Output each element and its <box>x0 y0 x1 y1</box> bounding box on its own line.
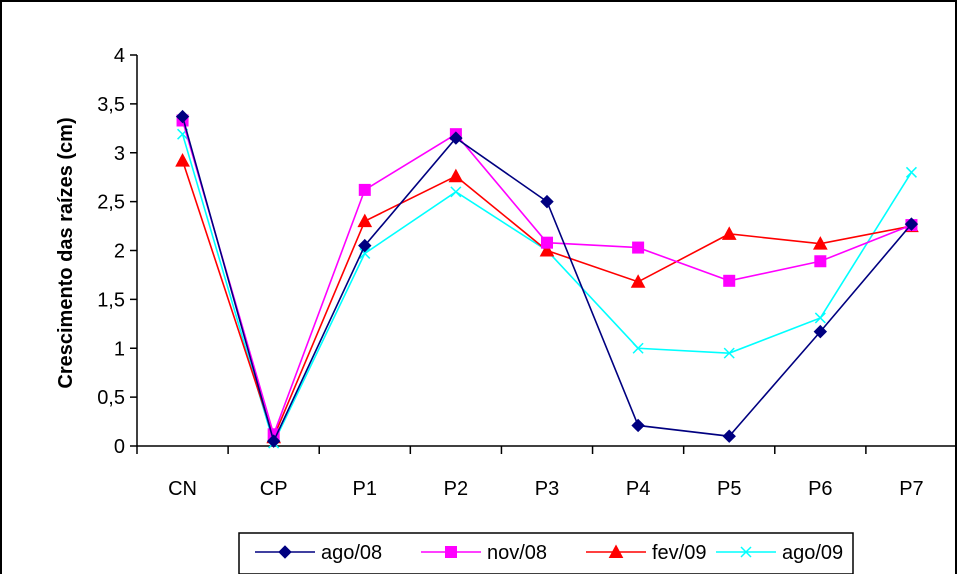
y-tick-label: 4 <box>114 45 125 67</box>
x-tick-label: P3 <box>535 478 559 500</box>
data-point <box>723 347 735 359</box>
x-tick-label: P2 <box>444 478 468 500</box>
legend-marker <box>445 546 457 558</box>
data-point <box>723 274 736 287</box>
series-nov-08 <box>176 114 918 441</box>
legend-marker <box>740 546 752 558</box>
x-tick-label: P5 <box>717 478 741 500</box>
legend-label: ago/09 <box>782 542 843 564</box>
legend-label: ago/08 <box>321 542 382 564</box>
y-axis-label: Crescimento das raízes (cm) <box>55 117 77 388</box>
y-tick-label: 0,5 <box>97 387 125 409</box>
y-tick-label: 0 <box>114 436 125 458</box>
data-point <box>631 418 645 433</box>
x-tick-label: P7 <box>899 478 923 500</box>
series-ago-08 <box>175 109 919 448</box>
y-tick-label: 3,5 <box>97 94 125 116</box>
x-tick-label: P6 <box>808 478 832 500</box>
x-tick-label: CP <box>260 478 288 500</box>
series-line <box>181 120 912 437</box>
series-fev-09 <box>175 153 919 444</box>
data-point <box>632 241 645 254</box>
y-tick-label: 3 <box>114 143 125 165</box>
data-point <box>721 226 737 240</box>
data-point <box>814 312 826 324</box>
y-tick-label: 1 <box>114 338 125 360</box>
legend-box <box>238 532 854 575</box>
legend-label: fev/09 <box>652 542 706 564</box>
data-point <box>812 236 828 250</box>
data-point <box>540 194 554 209</box>
data-point <box>541 236 553 249</box>
data-point <box>539 242 555 257</box>
x-tick-label: CN <box>168 478 197 500</box>
data-point <box>358 183 371 196</box>
x-tick-label: P4 <box>626 478 650 500</box>
data-point <box>632 342 644 354</box>
legend: ago/08 nov/08 fev/09 ago/09 <box>238 532 854 575</box>
y-tick-label: 2,5 <box>97 192 125 214</box>
data-point <box>904 217 919 231</box>
data-point <box>449 131 463 145</box>
data-point <box>359 247 371 259</box>
data-point <box>266 434 281 448</box>
x-tick-label: P1 <box>353 478 377 500</box>
data-point <box>450 186 462 198</box>
legend-marker <box>278 545 292 559</box>
data-point <box>358 238 372 253</box>
data-point <box>905 166 917 178</box>
series-ago-09 <box>177 128 917 449</box>
data-point <box>630 274 646 288</box>
data-point <box>357 213 373 228</box>
legend-label: nov/08 <box>487 542 547 564</box>
series-layer <box>175 109 919 449</box>
y-tick-label: 1,5 <box>97 289 125 311</box>
y-tick-label: 2 <box>114 241 125 263</box>
data-point <box>814 255 827 268</box>
data-point <box>175 109 190 124</box>
series-line <box>181 133 913 446</box>
data-point <box>448 168 464 183</box>
axes: 0 0,5 1 1,5 2 2,5 3 3,5 4 CN CP P1 P2 P3 P4 P5 P6 P7 <box>97 45 957 500</box>
data-point <box>813 324 828 339</box>
data-point <box>175 153 190 167</box>
legend-marker <box>608 544 624 558</box>
data-point <box>722 429 736 443</box>
